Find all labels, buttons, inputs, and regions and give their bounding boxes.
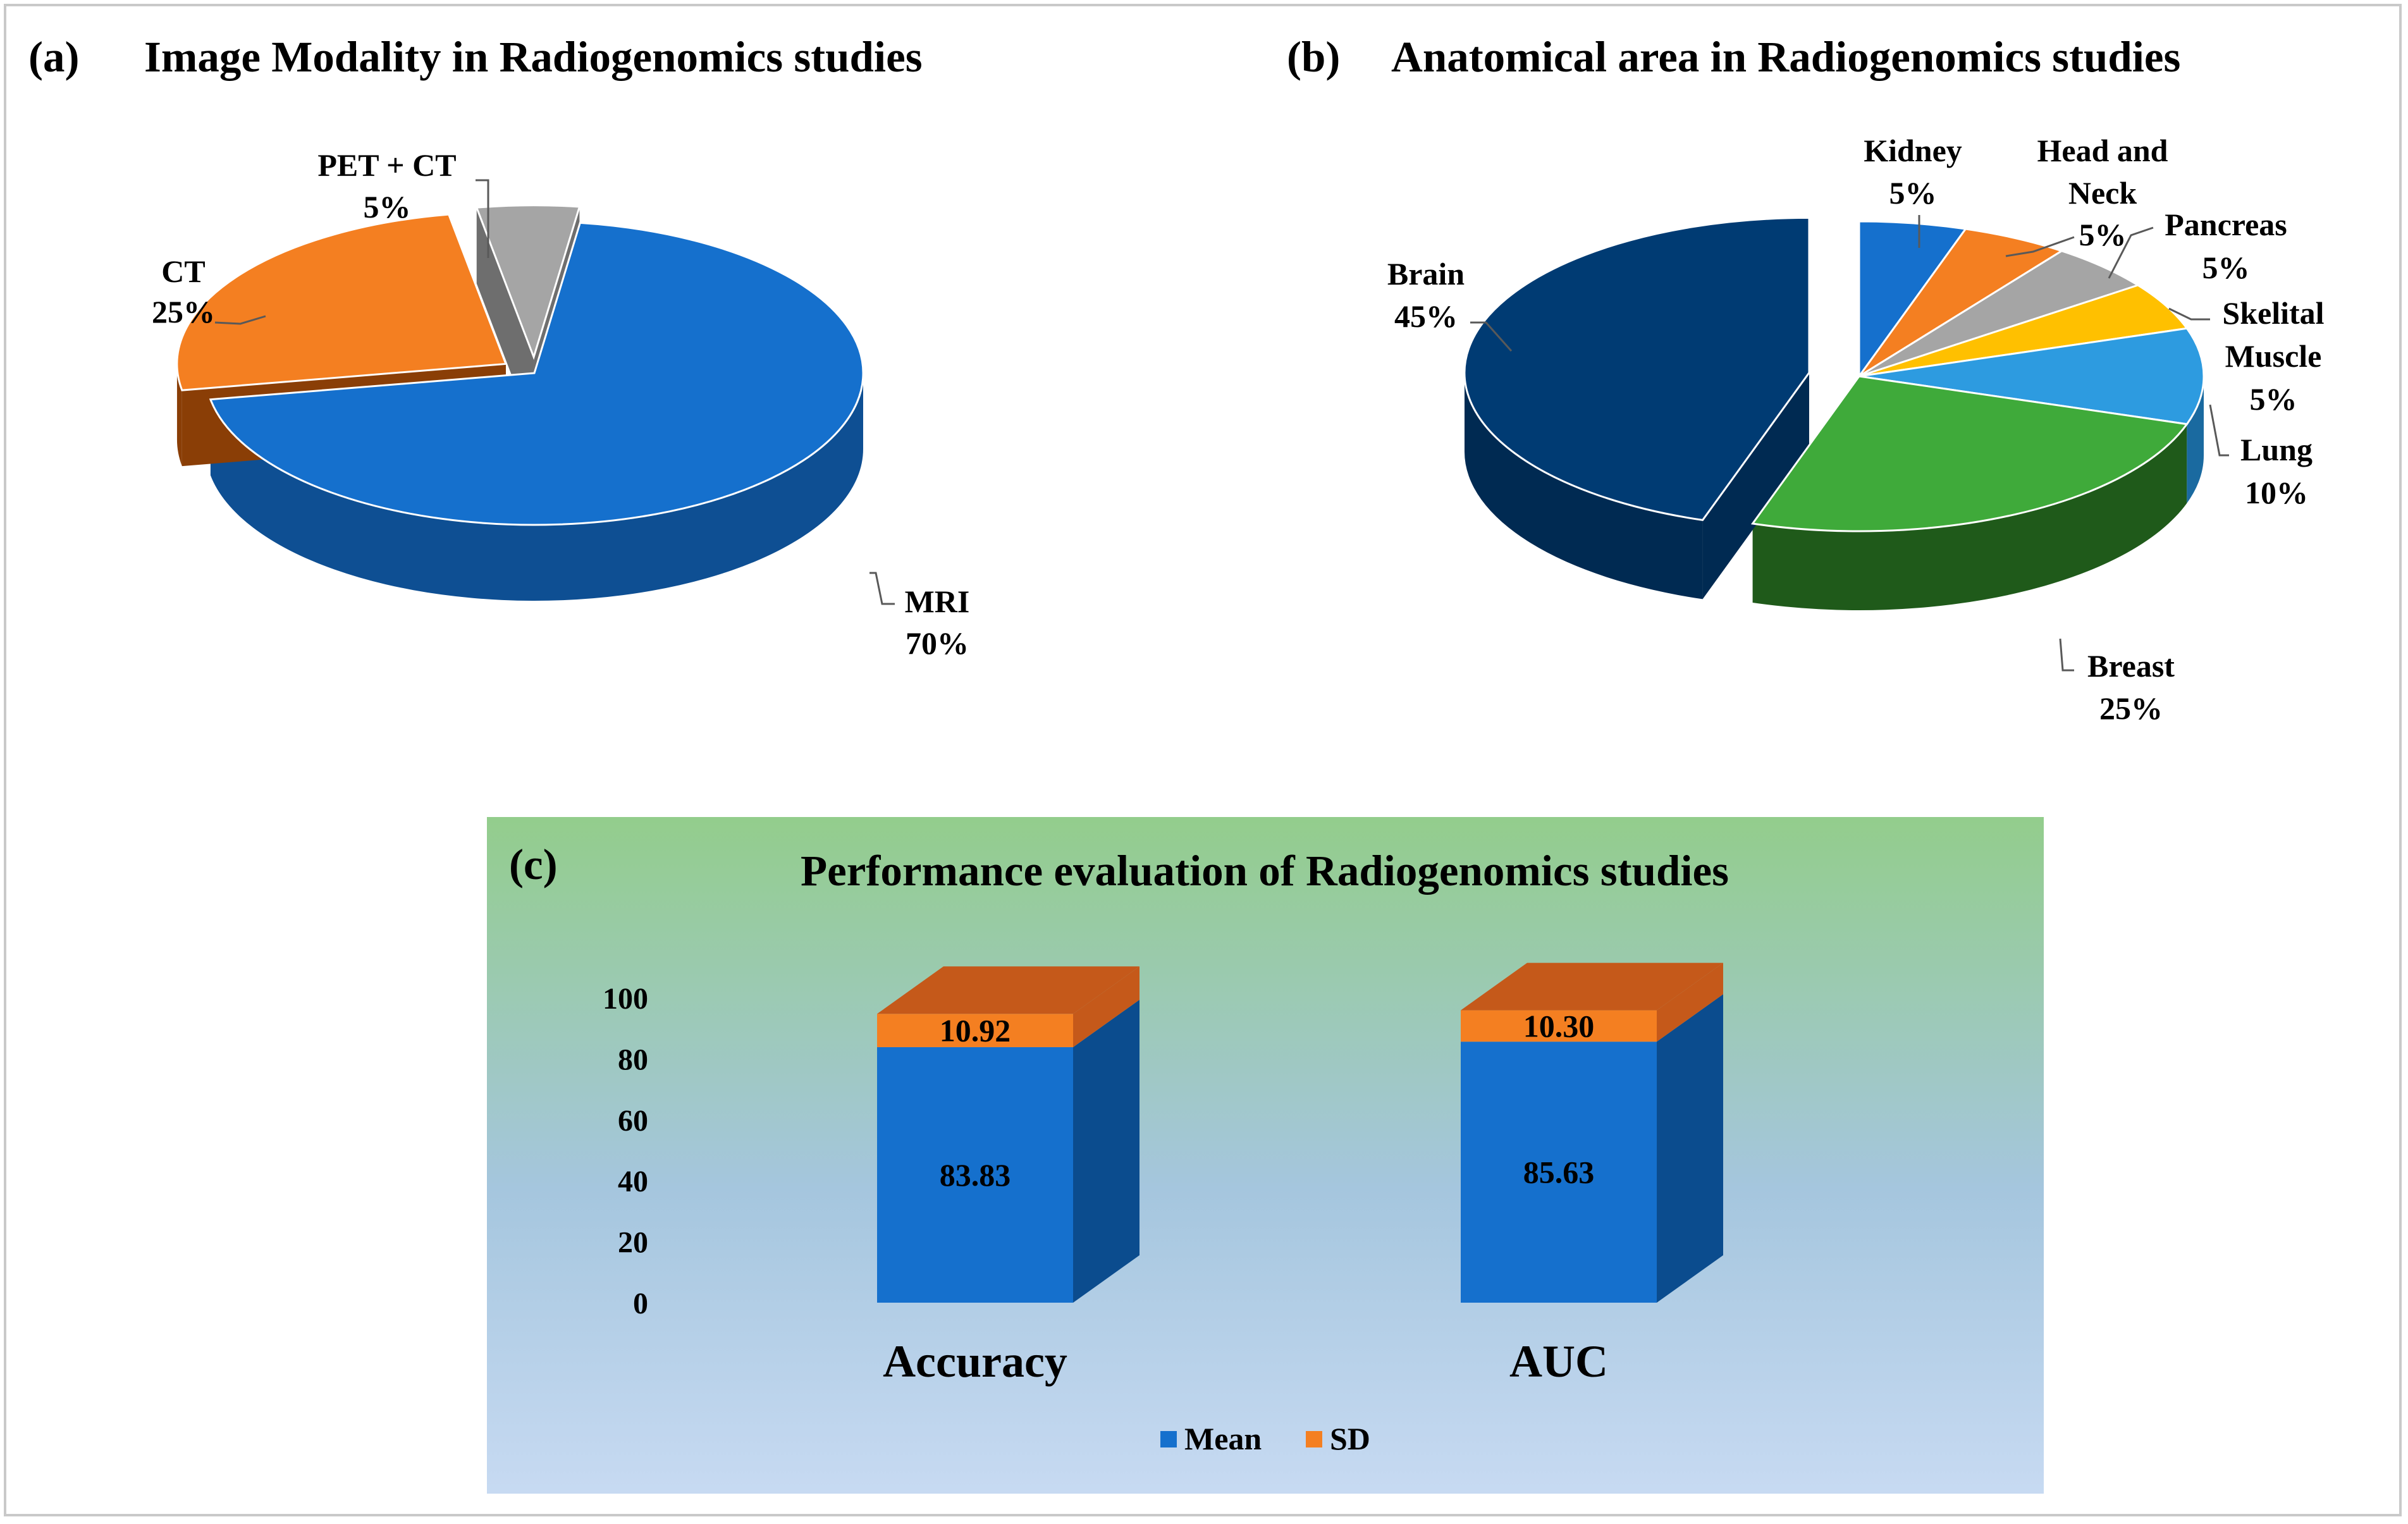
panel-c-letter: (c) [509,840,558,888]
label-brain-pct: 45% [1394,298,1458,334]
label-breast: Breast [2087,648,2175,684]
label-pancreas-pct: 5% [2202,250,2250,285]
pie-slice-skelital-muscle [1858,284,2189,378]
bar-accuracy-mean [877,1047,1073,1303]
label-kidney-pct: 5% [1889,175,1937,211]
label-head-and-neck-line1: Head and [2037,133,2168,168]
bar-auc-mean [1461,1042,1657,1303]
panel-c-title: Performance evaluation of Radiogenomics … [801,847,1729,895]
leader-pancreas [2108,226,2154,279]
legend-label-sd: SD [1330,1421,1370,1456]
label-mri-pct: 70% [906,625,969,661]
y-tick-100: 100 [603,982,648,1016]
label-head-and-neck-line2: Neck [2068,175,2137,211]
y-tick-40: 40 [618,1165,648,1198]
x-category-accuracy: Accuracy [883,1336,1067,1387]
panel-b-letter: (b) [1287,33,1340,81]
leader-head-and-neck [2005,236,2075,257]
bar-top-auc [1461,962,1723,1011]
pie-slice-pancreas [1858,250,2141,378]
panel-b-title: Anatomical area in Radiogenomics studies [1391,33,2180,81]
label-head-and-neck-pct: 5% [2079,217,2127,252]
leader-pet-ct [476,179,489,258]
label-pet-ct-pct: 5% [364,189,411,224]
bar-auc-sd [1461,1010,1657,1042]
y-tick-80: 80 [618,1043,648,1076]
bar-side-accuracy-mean [1073,999,1140,1303]
label-skelital-muscle-line2: Muscle [2225,338,2322,374]
pie-slice-mri [209,221,864,526]
label-skelital-muscle-line1: Skelital [2222,295,2324,331]
label-skelital-muscle-pct: 5% [2250,381,2297,417]
label-lung: Lung [2240,432,2313,467]
y-tick-20: 20 [618,1226,648,1260]
pie-slice-cut [1702,372,1809,599]
legend-label-mean: Mean [1184,1421,1262,1456]
panel-a-title: Image Modality in Radiogenomics studies [144,33,923,81]
bar-side-auc-mean [1657,994,1723,1303]
pie-slice-kidney [1858,220,1968,379]
label-breast-pct: 25% [2099,691,2163,726]
figure-frame [4,4,2402,1516]
label-brain: Brain [1387,256,1465,292]
legend-swatch-sd [1306,1431,1322,1447]
x-category-auc: AUC [1509,1336,1608,1387]
bar-side-auc-sd [1657,962,1723,1042]
label-pancreas: Pancreas [2165,207,2287,242]
legend-swatch-mean [1160,1431,1177,1447]
pie-slice-head-and-neck [1858,228,2064,378]
value-label-auc-mean: 85.63 [1523,1155,1595,1190]
panel-c-bar-chart: 0 20 40 60 80 100 83.83 10.92 Accuracy 85.63 10.30… [603,962,1723,1456]
label-kidney: Kidney [1864,133,1962,168]
value-label-accuracy-mean: 83.83 [940,1157,1011,1193]
pie-slice-breast [1750,375,2189,532]
panel-a-letter: (a) [28,33,79,81]
pie-slice-brain [1463,216,1810,521]
pie-slice-lung [1858,327,2205,426]
leader-lung [2209,404,2229,457]
panel-b: (b) Anatomical area in Radiogenomics stu… [1287,33,2325,726]
label-pet-ct: PET + CT [317,147,456,183]
label-ct-pct: 25% [152,294,215,329]
leader-mri [869,572,895,605]
panel-b-pie: Kidney 5% Head and Neck 5% Pancreas 5% Skelital… [1387,133,2325,726]
panel-c: (c) Performance evaluation of Radiogenom… [509,840,1729,1456]
pie-slice-side [210,373,864,601]
y-tick-0: 0 [633,1287,648,1320]
bar-top-accuracy [877,966,1140,1014]
leader-breast [2059,638,2074,672]
pie-slice-side [1752,424,2187,610]
label-lung-pct: 10% [2245,475,2308,510]
bar-accuracy-sd [877,1014,1073,1047]
leader-skelital-muscle [2168,307,2210,321]
pie-slice-pet-ct [475,204,581,360]
label-mri: MRI [905,584,970,619]
value-label-auc-sd: 10.30 [1523,1008,1595,1043]
leader-ct [214,315,266,325]
panel-a-pie: CT 25% PET + CT 5% MRI 70% [152,147,969,661]
value-label-accuracy-sd: 10.92 [940,1013,1011,1048]
bar-side-accuracy-sd [1073,966,1140,1047]
pie-slice-side [1464,372,1703,599]
panel-a: (a) Image Modality in Radiogenomics stud… [28,33,969,661]
label-ct: CT [161,254,205,289]
panel-c-background [487,817,2044,1494]
pie-slice-side [2187,376,2204,503]
pie-slice-ct [176,213,508,391]
leader-brain [1470,321,1513,352]
y-tick-60: 60 [618,1104,648,1138]
